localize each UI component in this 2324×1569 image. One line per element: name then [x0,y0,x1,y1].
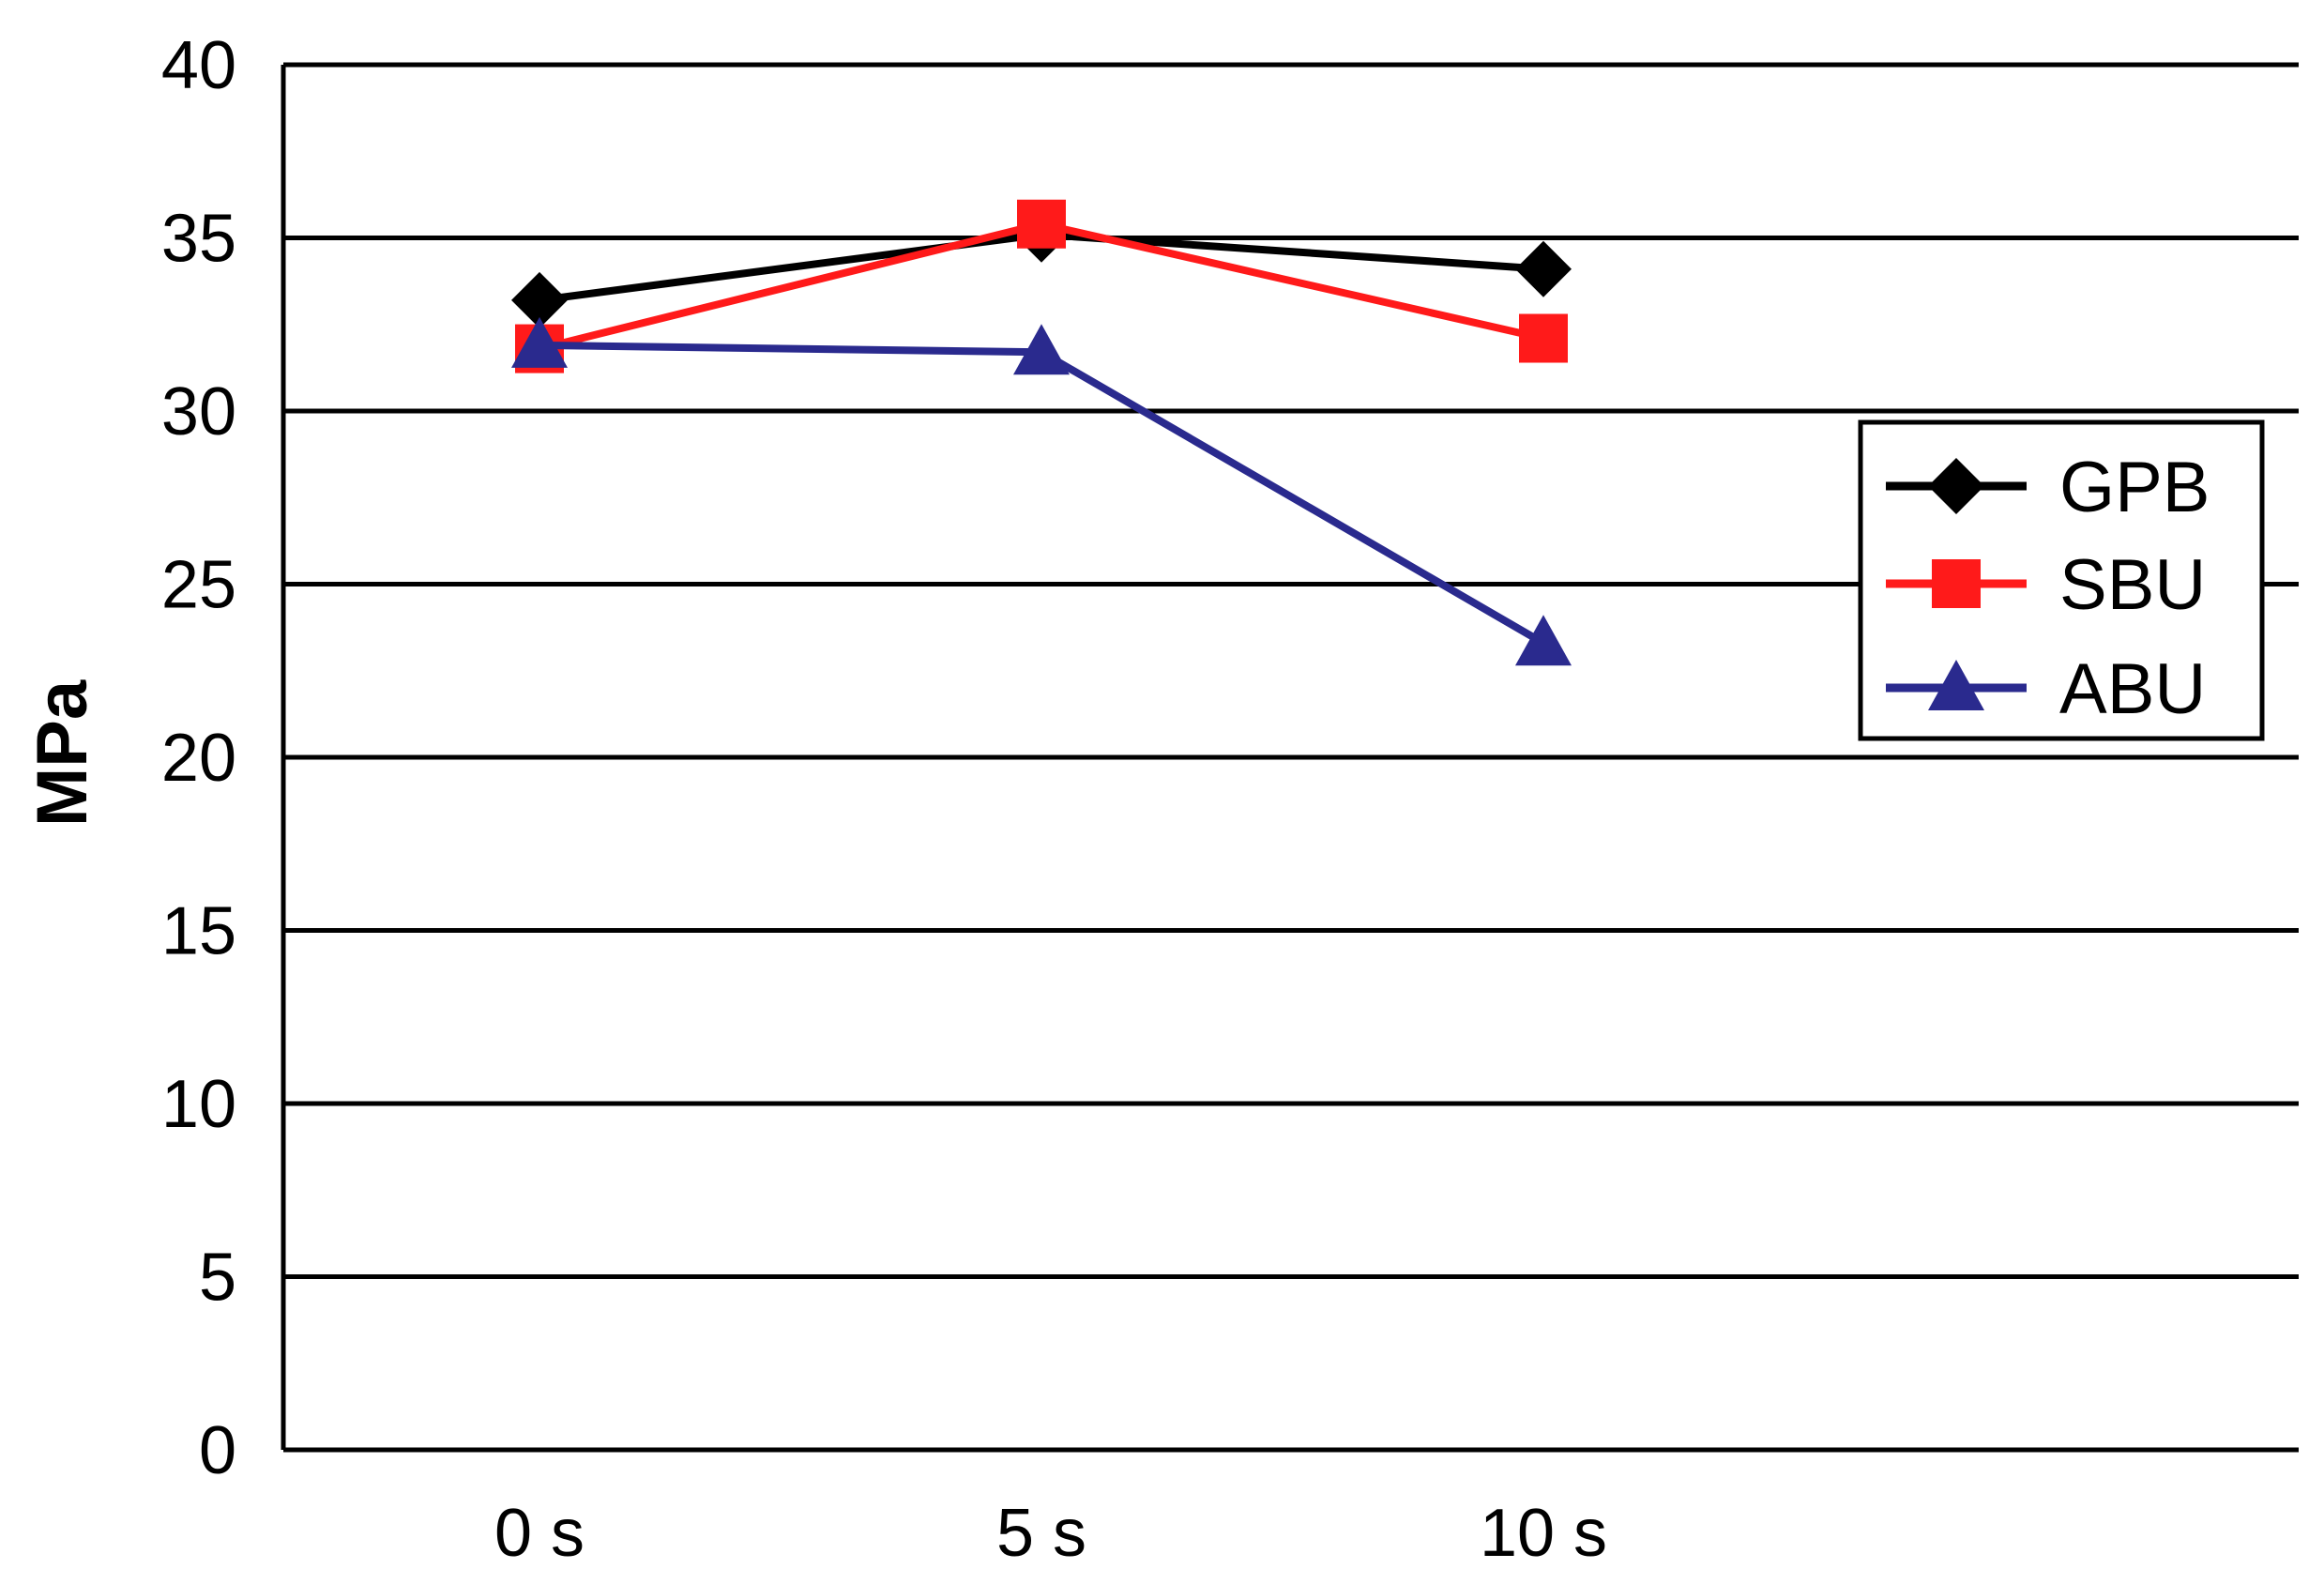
y-tick-label-15: 15 [161,894,236,969]
x-tick-label-2: 10 s [1480,1496,1607,1569]
y-tick-labels: 0 5 10 15 20 25 30 35 40 [161,28,236,1488]
y-tick-label-40: 40 [161,28,236,103]
y-tick-label-10: 10 [161,1067,236,1142]
point-abu-2 [1515,615,1572,666]
point-abu-1 [1013,324,1070,375]
point-sbu-1 [1017,199,1066,249]
legend-label-gpb: GPB [2059,448,2210,527]
x-tick-labels: 0 s 5 s 10 s [494,1496,1607,1569]
legend-marker-gpb [1928,458,1984,514]
legend-marker-sbu [1932,559,1981,608]
point-abu-0 [511,316,568,368]
y-tick-label-30: 30 [161,374,236,449]
x-tick-label-0: 0 s [494,1496,585,1569]
legend-item-gpb: GPB [1886,448,2210,527]
point-gpb-2 [1515,240,1572,297]
legend-marker-abu [1928,660,1984,710]
legend-item-abu: ABU [1886,649,2206,729]
legend-item-sbu: SBU [1886,545,2206,625]
point-gpb-0 [511,271,568,328]
series-abu [511,316,1572,666]
y-tick-label-0: 0 [199,1413,236,1488]
y-axis-label: MPa [23,679,102,827]
legend-label-sbu: SBU [2059,545,2206,625]
y-tick-label-25: 25 [161,548,236,623]
point-sbu-2 [1519,313,1568,363]
y-tick-label-20: 20 [161,721,236,796]
gridlines [283,62,2299,1279]
x-tick-label-1: 5 s [996,1496,1086,1569]
y-tick-label-5: 5 [199,1241,236,1316]
series [511,199,1572,666]
legend: GPB SBU ABU [1858,419,2265,741]
series-line-abu [539,341,1546,647]
y-tick-label-35: 35 [161,202,236,277]
axes [281,65,2299,1453]
legend-label-abu: ABU [2059,649,2206,729]
